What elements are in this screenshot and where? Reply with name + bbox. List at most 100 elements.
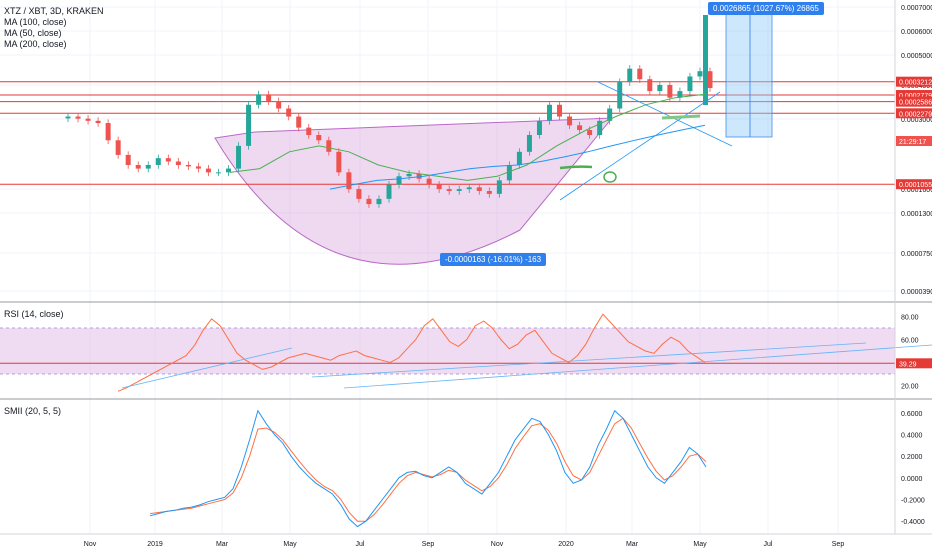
candle-body xyxy=(617,82,623,109)
smii-title[interactable]: SMII (20, 5, 5) xyxy=(4,406,62,416)
candle-body xyxy=(155,158,161,165)
rsi-trendline xyxy=(311,342,867,378)
candle-body xyxy=(125,154,131,165)
time-tick-label: Mar xyxy=(216,541,229,548)
price-tag xyxy=(896,96,932,107)
candle-body xyxy=(246,104,252,146)
time-tick-label: 2019 xyxy=(147,541,163,548)
candle-body xyxy=(627,68,633,83)
smii-line xyxy=(149,409,707,528)
candle-body xyxy=(597,120,603,136)
candle-body xyxy=(516,151,522,165)
candle-body xyxy=(105,123,111,141)
candle-body xyxy=(587,130,593,136)
time-tick-label: 2020 xyxy=(558,541,574,548)
smii-tick-label: 0.4000 xyxy=(901,433,923,440)
candle-body xyxy=(426,178,432,185)
candle-body xyxy=(306,127,312,136)
candle-body xyxy=(703,15,708,105)
candle-body xyxy=(446,189,452,192)
rsi-band xyxy=(0,328,895,374)
candle-body xyxy=(276,101,282,109)
candle-body xyxy=(356,189,362,199)
candle-body xyxy=(386,184,392,199)
candle-body xyxy=(366,198,372,205)
candle-body xyxy=(436,184,442,190)
time-tick-label: Nov xyxy=(84,541,97,548)
candle-body xyxy=(95,120,101,124)
price-tick-label: 0.0005000 xyxy=(901,53,932,60)
candle-body xyxy=(667,84,673,98)
candle-body xyxy=(476,187,482,192)
time-tick-label: Jul xyxy=(356,541,365,548)
candle-body xyxy=(607,108,613,121)
symbol-label[interactable]: XTZ / XBT, 3D, KRAKEN xyxy=(4,6,104,16)
measure-callout-up: 0.0026865 (1027.67%) 26865 xyxy=(708,2,824,15)
candle-body xyxy=(226,168,231,173)
rsi-trendline xyxy=(343,344,932,389)
price-tag-label: 0.0002586 xyxy=(899,100,932,107)
candle-body xyxy=(677,91,683,98)
smii-pane xyxy=(149,409,707,528)
candle-body xyxy=(456,189,462,192)
candle-body xyxy=(236,145,242,169)
measure-box xyxy=(725,11,773,138)
rsi-tick-label: 20.00 xyxy=(901,384,919,391)
candles xyxy=(65,15,713,208)
rsi-current-label: 39.29 xyxy=(899,361,917,368)
price-tick-label: 0.0001600 xyxy=(901,187,932,194)
moving-averages xyxy=(229,93,706,190)
candle-body xyxy=(707,71,713,88)
candle-body xyxy=(376,198,382,205)
candle-body xyxy=(577,125,583,131)
candle-body xyxy=(165,158,171,162)
rsi-title[interactable]: RSI (14, close) xyxy=(4,309,64,319)
ma200-label[interactable]: MA (200, close) xyxy=(4,39,67,49)
price-tag-label: 0.0001055 xyxy=(899,182,932,189)
price-tag xyxy=(896,136,932,146)
trendline xyxy=(559,91,721,201)
candle-body xyxy=(326,140,332,152)
candle-body xyxy=(316,135,322,141)
price-tag xyxy=(896,179,932,190)
candle-body xyxy=(266,94,272,102)
rsi-pane xyxy=(0,313,932,392)
candle-body xyxy=(506,164,512,181)
candle-body xyxy=(697,71,703,77)
time-tick-label: Nov xyxy=(491,541,504,548)
time-tick-label: May xyxy=(693,541,707,548)
price-tag xyxy=(896,76,932,87)
candle-body xyxy=(85,118,91,121)
rsi-current-tag xyxy=(896,358,932,369)
ma100-line xyxy=(329,124,706,190)
price-tag-label: 0.0002779 xyxy=(899,93,932,100)
candle-body xyxy=(526,135,532,152)
price-tick-label: 0.0000750 xyxy=(901,251,932,258)
candle-body xyxy=(286,108,292,117)
candle-body xyxy=(647,79,653,92)
rsi-line xyxy=(117,313,706,392)
candle-body xyxy=(466,187,472,190)
legend: XTZ / XBT, 3D, KRAKEN MA (100, close) MA… xyxy=(4,6,104,50)
candle-body xyxy=(406,173,412,177)
price-tick-label: 0.0001300 xyxy=(901,211,932,218)
ma50-label[interactable]: MA (50, close) xyxy=(4,28,62,38)
measure-area xyxy=(725,11,773,138)
time-tick-label: Sep xyxy=(422,541,435,548)
price-tag-label: 0.0002279 xyxy=(899,111,932,118)
candle-body xyxy=(115,140,121,155)
smii-signal-line xyxy=(149,417,707,522)
candle-body xyxy=(296,116,302,128)
price-tag-label: 0.0003212 xyxy=(899,80,932,87)
ma100-label[interactable]: MA (100, close) xyxy=(4,17,67,27)
candle-body xyxy=(145,164,151,169)
price-tag xyxy=(896,108,932,119)
candle-body xyxy=(215,172,221,174)
candle-body xyxy=(567,116,573,126)
smii-tick-label: 0.0000 xyxy=(901,476,923,483)
rsi-trendline xyxy=(121,347,293,389)
highlight-stroke xyxy=(661,114,701,120)
rsi-tick-label: 80.00 xyxy=(901,315,919,322)
candle-body xyxy=(346,172,352,190)
